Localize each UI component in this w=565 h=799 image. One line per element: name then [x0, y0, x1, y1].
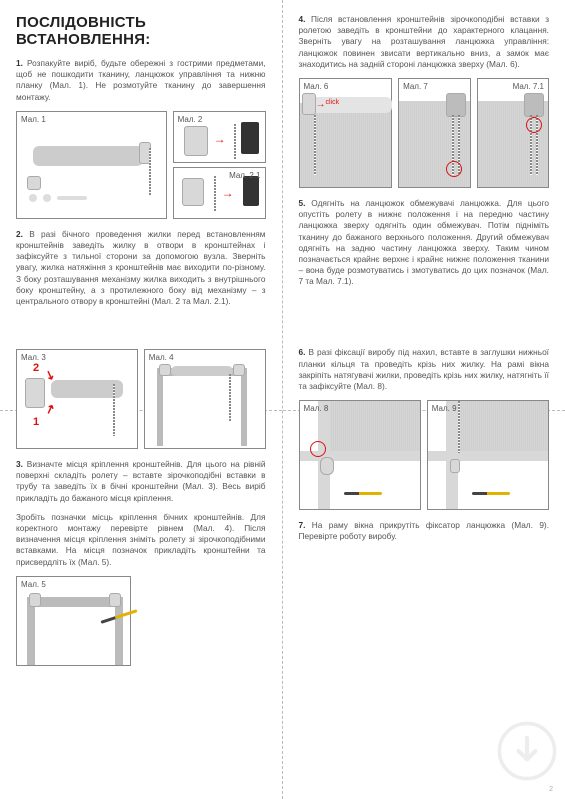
- fig-label: Мал. 7.1: [513, 82, 544, 91]
- step-text-3b: Зробіть позначки місць кріплення бічних …: [16, 512, 266, 567]
- right-column: 4. Після встановлення кронштейнів зірочк…: [283, 0, 565, 799]
- fig-row-4: Мал. 6 → click Мал. 7: [299, 78, 550, 188]
- fig-label: Мал. 2: [178, 115, 203, 124]
- step-num-1: 1.: [16, 58, 23, 68]
- fig-9-art: [428, 401, 548, 509]
- fig-label: Мал. 2.1: [229, 171, 260, 180]
- step-num-3: 3.: [16, 459, 23, 469]
- fig-1-art: [17, 112, 166, 218]
- fig-row-5: Мал. 8 Мал. 9: [299, 400, 550, 510]
- fig-8: Мал. 8: [299, 400, 421, 510]
- fig-71-art: [478, 79, 548, 187]
- step-num-5: 5.: [299, 198, 306, 208]
- fig-label: Мал. 7: [403, 82, 428, 91]
- para-1: 1. Розпакуйте виріб, будьте обережні з г…: [16, 58, 266, 103]
- step-text-6: В разі фіксації виробу під нахил, вставт…: [299, 347, 550, 391]
- fig-label: Мал. 5: [21, 580, 46, 589]
- fig-4: Мал. 4: [144, 349, 266, 449]
- fig-3-art: ↘ ↗ 2 1: [17, 350, 137, 448]
- step-text-5: Одягніть на ланцюжок обмежувачі ланцюжка…: [299, 198, 550, 286]
- fig-label: Мал. 6: [304, 82, 329, 91]
- click-label: click: [326, 99, 340, 106]
- step-text-2: В разі бічного проведення жилки перед вс…: [16, 229, 266, 306]
- fig-label: Мал. 1: [21, 115, 46, 124]
- step-num-4: 4.: [299, 14, 306, 24]
- left-column: ПОСЛІДОВНІСТЬ ВСТАНОВЛЕННЯ: 1. Розпакуйт…: [0, 0, 283, 799]
- watermark-icon: [497, 721, 557, 781]
- page-title: ПОСЛІДОВНІСТЬ ВСТАНОВЛЕННЯ:: [16, 14, 266, 48]
- fig-1: Мал. 1: [16, 111, 167, 219]
- step-text-4: Після встановлення кронштейнів зірочкопо…: [299, 14, 550, 69]
- fig-4-art: [145, 350, 265, 448]
- spacer: [16, 315, 266, 343]
- para-7: 7. На раму вікна прикрутіть фіксатор лан…: [299, 520, 550, 542]
- fig-7: Мал. 7: [398, 78, 470, 188]
- fig-2-col: Мал. 2 → Мал. 2.1 →: [173, 111, 266, 219]
- para-3b: Зробіть позначки місць кріплення бічних …: [16, 512, 266, 568]
- para-4: 4. Після встановлення кронштейнів зірочк…: [299, 14, 550, 70]
- step-num-2: 2.: [16, 229, 23, 239]
- para-6: 6. В разі фіксації виробу під нахил, вст…: [299, 347, 550, 392]
- fig-label: Мал. 8: [304, 404, 329, 413]
- fig-6: Мал. 6 → click: [299, 78, 393, 188]
- fig-7-art: [399, 79, 469, 187]
- fig-label: Мал. 3: [21, 353, 46, 362]
- step-text-3a: Визначте місця кріплення кронштейнів. Дл…: [16, 459, 266, 503]
- fig-9: Мал. 9: [427, 400, 549, 510]
- step-num-6: 6.: [299, 347, 306, 357]
- para-3a: 3. Визначте місця кріплення кронштейнів.…: [16, 459, 266, 504]
- step-text-1: Розпакуйте виріб, будьте обережні з гост…: [16, 58, 266, 102]
- fig-label: Мал. 9: [432, 404, 457, 413]
- para-2: 2. В разі бічного проведення жилки перед…: [16, 229, 266, 307]
- fig-2: Мал. 2 →: [173, 111, 266, 163]
- fig-6-art: → click: [300, 79, 392, 187]
- fig-5: Мал. 5: [16, 576, 131, 666]
- step-text-7: На раму вікна прикрутіть фіксатор ланцюж…: [299, 520, 550, 541]
- fig-71: Мал. 7.1: [477, 78, 549, 188]
- page-number: 2: [549, 786, 553, 793]
- fig-row-1: Мал. 1 Мал. 2 →: [16, 111, 266, 219]
- step-num-7: 7.: [299, 520, 306, 530]
- fig-label: Мал. 4: [149, 353, 174, 362]
- fig-5-art: [17, 577, 130, 665]
- page: ПОСЛІДОВНІСТЬ ВСТАНОВЛЕННЯ: 1. Розпакуйт…: [0, 0, 565, 799]
- spacer: [299, 295, 550, 347]
- fig-row-3: Мал. 5: [16, 576, 266, 666]
- fig-row-2: Мал. 3 ↘ ↗ 2 1 Мал. 4: [16, 349, 266, 449]
- fig-8-art: [300, 401, 420, 509]
- fig-21: Мал. 2.1 →: [173, 167, 266, 219]
- fig-3: Мал. 3 ↘ ↗ 2 1: [16, 349, 138, 449]
- para-5: 5. Одягніть на ланцюжок обмежувачі ланцю…: [299, 198, 550, 288]
